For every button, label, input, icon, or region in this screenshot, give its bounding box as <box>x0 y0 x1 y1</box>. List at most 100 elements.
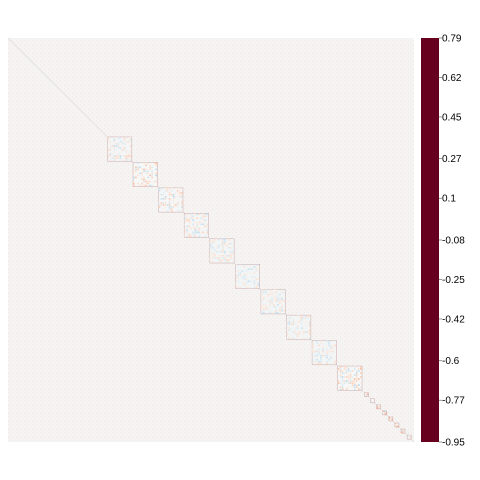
block-texture-cell <box>296 315 299 317</box>
block-texture-cell <box>129 136 132 139</box>
block-texture-cell <box>143 180 145 183</box>
block-texture-cell <box>345 372 348 374</box>
block-texture-cell <box>326 356 328 359</box>
block-texture-cell <box>137 168 139 171</box>
block-texture-cell <box>260 293 263 296</box>
block-texture-cell <box>288 319 291 321</box>
block-texture-cell <box>275 312 277 314</box>
block-texture-cell <box>147 176 149 179</box>
block-7 <box>260 289 286 315</box>
block-texture-cell <box>170 210 173 212</box>
block-texture-cell <box>162 202 165 204</box>
block-texture-cell <box>228 261 230 263</box>
block-texture-cell <box>219 259 222 261</box>
block-texture-cell <box>109 159 112 161</box>
block-texture-cell <box>228 255 230 257</box>
block-texture-cell <box>198 213 201 215</box>
block-texture-cell <box>139 166 141 169</box>
block-texture-cell <box>147 180 149 183</box>
block-texture-cell <box>223 257 226 259</box>
block-texture-cell <box>143 176 145 179</box>
block-texture-cell <box>170 189 173 192</box>
block-texture-cell <box>115 143 118 145</box>
block-texture-cell <box>135 168 137 171</box>
block-texture-cell <box>186 213 188 215</box>
block-10 <box>337 365 363 391</box>
block-texture-cell <box>168 198 171 200</box>
block-texture-cell <box>164 204 167 206</box>
block-texture-cell <box>211 257 214 259</box>
block-texture-cell <box>178 191 181 194</box>
block-texture-cell <box>196 217 198 220</box>
block-texture-cell <box>168 204 171 206</box>
block-texture-cell <box>243 278 246 281</box>
block-texture-cell <box>294 329 297 331</box>
block-texture-cell <box>117 155 120 157</box>
block-texture-cell <box>180 191 183 194</box>
block-texture-cell <box>328 362 330 365</box>
block-texture-cell <box>249 268 252 270</box>
block-texture-cell <box>194 221 196 224</box>
block-texture-cell <box>160 193 163 196</box>
block-texture-cell <box>286 333 289 336</box>
block-texture-cell <box>202 217 205 220</box>
small-block-texture-cell <box>382 412 384 414</box>
block-texture-cell <box>269 289 271 292</box>
block-texture-cell <box>300 327 303 329</box>
block-texture-cell <box>125 149 128 151</box>
block-texture-cell <box>262 309 265 312</box>
block-texture-cell <box>129 157 132 159</box>
block-texture-cell <box>123 143 126 145</box>
block-texture-cell <box>304 323 307 325</box>
block-texture-cell <box>332 344 335 347</box>
block-texture-cell <box>113 155 116 157</box>
block-texture-cell <box>129 145 132 147</box>
block-1 <box>107 136 133 162</box>
block-texture-cell <box>308 329 311 331</box>
block-texture-cell <box>230 242 232 245</box>
small-block-2 <box>370 398 375 404</box>
block-cell <box>337 365 363 391</box>
block-texture-cell <box>141 172 143 175</box>
block-texture-cell <box>360 386 362 388</box>
block-texture-cell <box>137 174 139 177</box>
block-texture-cell <box>113 141 116 143</box>
small-block-texture-cell <box>384 413 386 415</box>
block-texture-cell <box>113 157 116 159</box>
block-texture-cell <box>125 155 128 157</box>
block-texture-cell <box>339 366 342 368</box>
block-texture-cell <box>245 282 248 285</box>
block-texture-cell <box>109 141 112 143</box>
block-texture-cell <box>281 307 283 310</box>
block-texture-cell <box>271 297 273 300</box>
block-texture-cell <box>226 259 228 261</box>
block-texture-cell <box>298 317 301 319</box>
block-texture-cell <box>184 235 186 238</box>
block-texture-cell <box>143 170 145 173</box>
block-texture-cell <box>360 372 362 374</box>
block-texture-cell <box>281 305 283 308</box>
block-texture-cell <box>149 180 151 183</box>
block-texture-cell <box>162 191 165 194</box>
block-texture-cell <box>230 240 232 243</box>
block-texture-cell <box>357 384 360 386</box>
block-texture-cell <box>304 321 307 323</box>
block-texture-cell <box>277 293 279 296</box>
block-texture-cell <box>312 348 314 351</box>
block-texture-cell <box>139 172 141 175</box>
block-texture-cell <box>158 206 161 208</box>
block-texture-cell <box>223 240 226 243</box>
block-texture-cell <box>253 276 256 279</box>
block-texture-cell <box>292 331 295 333</box>
block-texture-cell <box>127 136 130 139</box>
block-texture-cell <box>168 200 171 202</box>
block-texture-cell <box>235 286 237 289</box>
block-texture-cell <box>304 329 307 331</box>
block-texture-cell <box>260 312 263 314</box>
block-texture-cell <box>178 187 181 190</box>
block-texture-cell <box>160 198 163 200</box>
block-texture-cell <box>298 331 301 333</box>
block-texture-cell <box>188 221 190 224</box>
block-texture-cell <box>217 259 220 261</box>
block-texture-cell <box>326 348 328 351</box>
